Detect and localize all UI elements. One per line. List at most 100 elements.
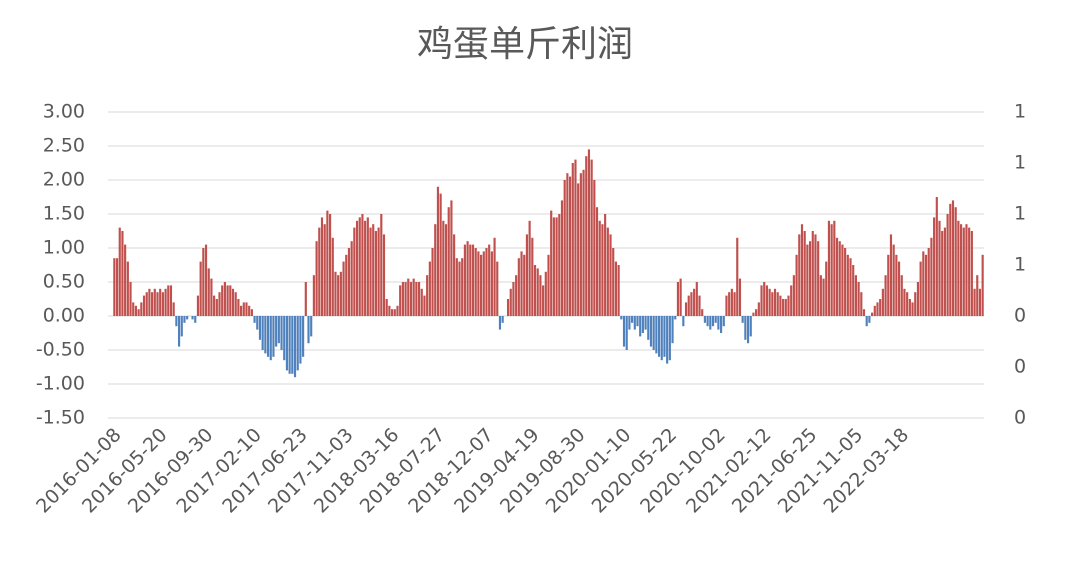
- bar: [490, 251, 493, 316]
- bar: [461, 258, 464, 316]
- bar: [337, 275, 340, 316]
- bar: [857, 282, 860, 316]
- bar: [525, 234, 529, 316]
- bar: [868, 316, 871, 323]
- bar: [285, 316, 289, 371]
- bar: [129, 282, 132, 316]
- bar: [728, 292, 731, 316]
- bar: [631, 316, 634, 323]
- bar: [604, 214, 607, 316]
- bar: [865, 316, 868, 327]
- bar: [177, 316, 181, 347]
- bar: [466, 241, 469, 316]
- bar: [347, 248, 351, 316]
- bar: [434, 224, 437, 316]
- bar: [641, 316, 644, 333]
- bar: [315, 241, 318, 316]
- bar: [827, 220, 831, 316]
- bar: [436, 186, 440, 316]
- bar: [261, 316, 264, 350]
- bar: [846, 254, 849, 316]
- bar: [935, 197, 938, 316]
- bar: [463, 244, 466, 316]
- bar: [582, 169, 585, 316]
- bar: [876, 302, 879, 316]
- bar: [196, 295, 200, 316]
- bar: [757, 302, 760, 316]
- y-tick-label: 1.50: [43, 203, 85, 225]
- bar: [693, 288, 696, 316]
- bar: [924, 254, 928, 316]
- bar: [973, 288, 976, 316]
- bar: [331, 237, 334, 316]
- bar: [835, 237, 839, 316]
- bar: [887, 254, 890, 316]
- bar: [277, 316, 280, 344]
- bar: [655, 316, 658, 354]
- bar: [733, 292, 736, 316]
- bar: [636, 316, 639, 327]
- bar: [191, 316, 194, 320]
- bar: [609, 234, 612, 316]
- bar: [976, 275, 979, 316]
- bar: [854, 275, 857, 316]
- bar: [204, 244, 208, 316]
- bar: [323, 224, 326, 316]
- bar: [399, 285, 402, 316]
- bar: [978, 288, 982, 316]
- bar: [312, 275, 315, 316]
- bar: [547, 254, 550, 316]
- bar: [676, 282, 680, 316]
- y-tick-label: 0.00: [43, 305, 85, 327]
- bar: [709, 316, 712, 330]
- bar: [199, 261, 202, 316]
- bar: [401, 282, 404, 316]
- bar: [520, 251, 523, 316]
- bar: [612, 248, 615, 316]
- bar: [328, 214, 332, 316]
- bar: [242, 302, 245, 316]
- bar: [250, 309, 253, 316]
- bar: [892, 244, 895, 316]
- bar: [485, 248, 488, 316]
- bar: [453, 234, 456, 316]
- bar: [396, 305, 399, 316]
- bar: [798, 234, 801, 316]
- bar: [927, 248, 930, 316]
- y-tick-label: -0.50: [36, 339, 85, 361]
- bar: [515, 275, 518, 316]
- bar: [237, 299, 240, 316]
- bar: [625, 316, 628, 350]
- bar: [450, 200, 453, 316]
- bar: [542, 285, 545, 316]
- bar: [126, 261, 129, 316]
- bar: [957, 220, 960, 316]
- bar: [884, 275, 887, 316]
- bar: [960, 224, 963, 316]
- bar: [469, 244, 472, 316]
- bar: [949, 203, 952, 316]
- bar: [167, 285, 170, 316]
- bar: [800, 224, 804, 316]
- bar: [234, 292, 237, 316]
- bar: [223, 282, 226, 316]
- bar: [806, 244, 809, 316]
- bar: [264, 316, 267, 354]
- bar: [746, 316, 750, 344]
- bar: [218, 292, 221, 316]
- bar: [304, 282, 307, 316]
- bar: [531, 237, 534, 316]
- bar: [444, 224, 448, 316]
- bar: [784, 299, 787, 316]
- bar: [706, 316, 709, 327]
- bar: [620, 316, 623, 320]
- bar: [873, 305, 876, 316]
- bar: [682, 316, 685, 327]
- bar: [741, 316, 744, 323]
- bar: [825, 261, 828, 316]
- bar: [426, 275, 429, 316]
- bar: [159, 288, 162, 316]
- bar: [380, 214, 383, 316]
- bar: [652, 316, 655, 350]
- bar: [938, 220, 941, 316]
